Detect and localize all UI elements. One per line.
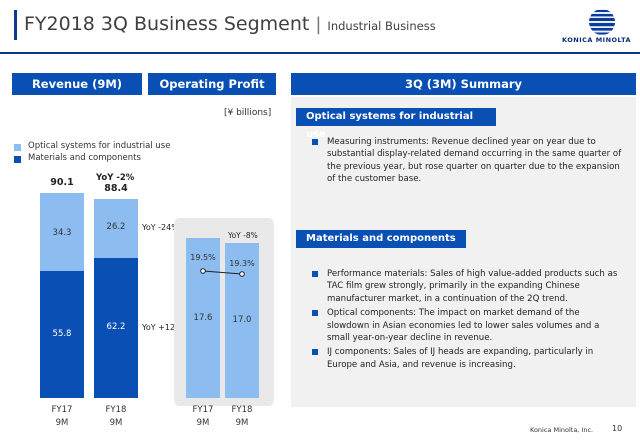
profit-value-fy17: 17.6	[193, 313, 213, 323]
profit-xlabel-fy18: FY18 9M	[225, 404, 259, 430]
profit-margin-fy18: 19.3%	[229, 259, 255, 268]
profit-xlabel-fy17: FY17 9M	[186, 404, 220, 430]
revenue-xlabel-fy17-year: FY17	[51, 405, 73, 415]
bar-fy18-optical	[94, 199, 138, 258]
materials-section-heading: Materials and components	[296, 230, 466, 248]
profit-margin-fy17: 19.5%	[190, 253, 216, 262]
page-subtitle: Industrial Business	[327, 19, 436, 33]
bar-fy17-materials	[40, 271, 84, 398]
profit-margin-line	[200, 268, 245, 277]
bullet-text: Measuring instruments: Revenue declined …	[327, 137, 622, 185]
summary-panel	[291, 97, 636, 407]
value-fy18-optical: 26.2	[106, 222, 126, 232]
value-fy17-optical: 34.3	[52, 228, 72, 238]
materials-bullet-list: Performance materials: Sales of high val…	[312, 268, 624, 371]
bullet-text: Performance materials: Sales of high val…	[327, 269, 618, 304]
bullet-text: Optical components: The impact on market…	[327, 308, 600, 344]
bar-fy17-optical	[40, 193, 84, 271]
legend-label-optical: Optical systems for industrial use	[28, 141, 171, 151]
margin-point-fy17	[200, 268, 206, 274]
tab-summary: 3Q (3M) Summary	[291, 73, 636, 95]
revenue-xlabel-fy17: FY17 9M	[40, 404, 84, 430]
profit-xlabel-fy18-year: FY18	[231, 405, 253, 415]
optical-section-heading: Optical systems for industrial use	[296, 108, 496, 140]
value-fy18-materials: 62.2	[106, 322, 126, 332]
profit-xlabel-fy17-period: 9M	[196, 418, 210, 428]
profit-yoy: YoY -8%	[228, 231, 258, 240]
revenue-yoy-materials: YoY +12%	[142, 323, 183, 332]
legend-swatch-optical	[14, 144, 21, 151]
bullet-text: IJ components: Sales of IJ heads are exp…	[327, 347, 594, 370]
margin-point-fy18	[239, 271, 245, 277]
bullet-icon	[312, 139, 318, 145]
list-item: Performance materials: Sales of high val…	[312, 268, 624, 305]
profit-xlabel-fy18-period: 9M	[235, 418, 249, 428]
title-text: FY2018 3Q Business Segment	[24, 13, 310, 35]
list-item: Optical components: The impact on market…	[312, 307, 624, 344]
header-divider	[0, 52, 640, 54]
optical-bullet-list: Measuring instruments: Revenue declined …	[312, 136, 624, 186]
profit-value-fy18: 17.0	[232, 315, 252, 325]
konica-minolta-logo-icon	[589, 9, 615, 35]
bullet-icon	[312, 310, 318, 317]
revenue-xlabel-fy18: FY18 9M	[94, 404, 138, 430]
revenue-xlabel-fy17-period: 9M	[55, 418, 69, 428]
revenue-yoy-optical: YoY -24%	[142, 223, 179, 232]
list-item: IJ components: Sales of IJ heads are exp…	[312, 346, 624, 371]
header-accent-bar	[14, 10, 17, 40]
revenue-yoy-total: YoY -2%	[96, 173, 135, 183]
logo-wordmark: KONICA MINOLTA	[562, 36, 632, 44]
tab-operating-profit: Operating Profit (9M)	[148, 73, 276, 113]
title-separator: |	[315, 14, 322, 35]
tab-revenue: Revenue (9M)	[12, 73, 142, 95]
profit-xlabel-fy17-year: FY17	[192, 405, 214, 415]
footer-brand: Konica Minolta, Inc.	[530, 426, 594, 434]
bullet-icon	[312, 271, 318, 277]
value-fy17-materials: 55.8	[52, 329, 72, 339]
revenue-total-fy17: 90.1	[50, 177, 74, 188]
revenue-total-fy18: 88.4	[104, 183, 128, 194]
revenue-xlabel-fy18-year: FY18	[105, 405, 127, 415]
legend-label-materials: Materials and components	[28, 153, 141, 163]
margin-line-segment	[202, 270, 243, 275]
bar-fy18-profit	[225, 243, 259, 398]
unit-label: [¥ billions]	[224, 108, 272, 118]
revenue-xlabel-fy18-period: 9M	[109, 418, 123, 428]
bar-fy18-materials	[94, 258, 138, 398]
legend-swatch-materials	[14, 156, 21, 163]
page-number: 10	[612, 424, 623, 433]
bar-fy17-profit	[186, 238, 220, 398]
page-title: FY2018 3Q Business Segment | Industrial Bu…	[24, 13, 436, 35]
bullet-icon	[312, 349, 318, 356]
list-item: Measuring instruments: Revenue declined …	[312, 136, 624, 186]
